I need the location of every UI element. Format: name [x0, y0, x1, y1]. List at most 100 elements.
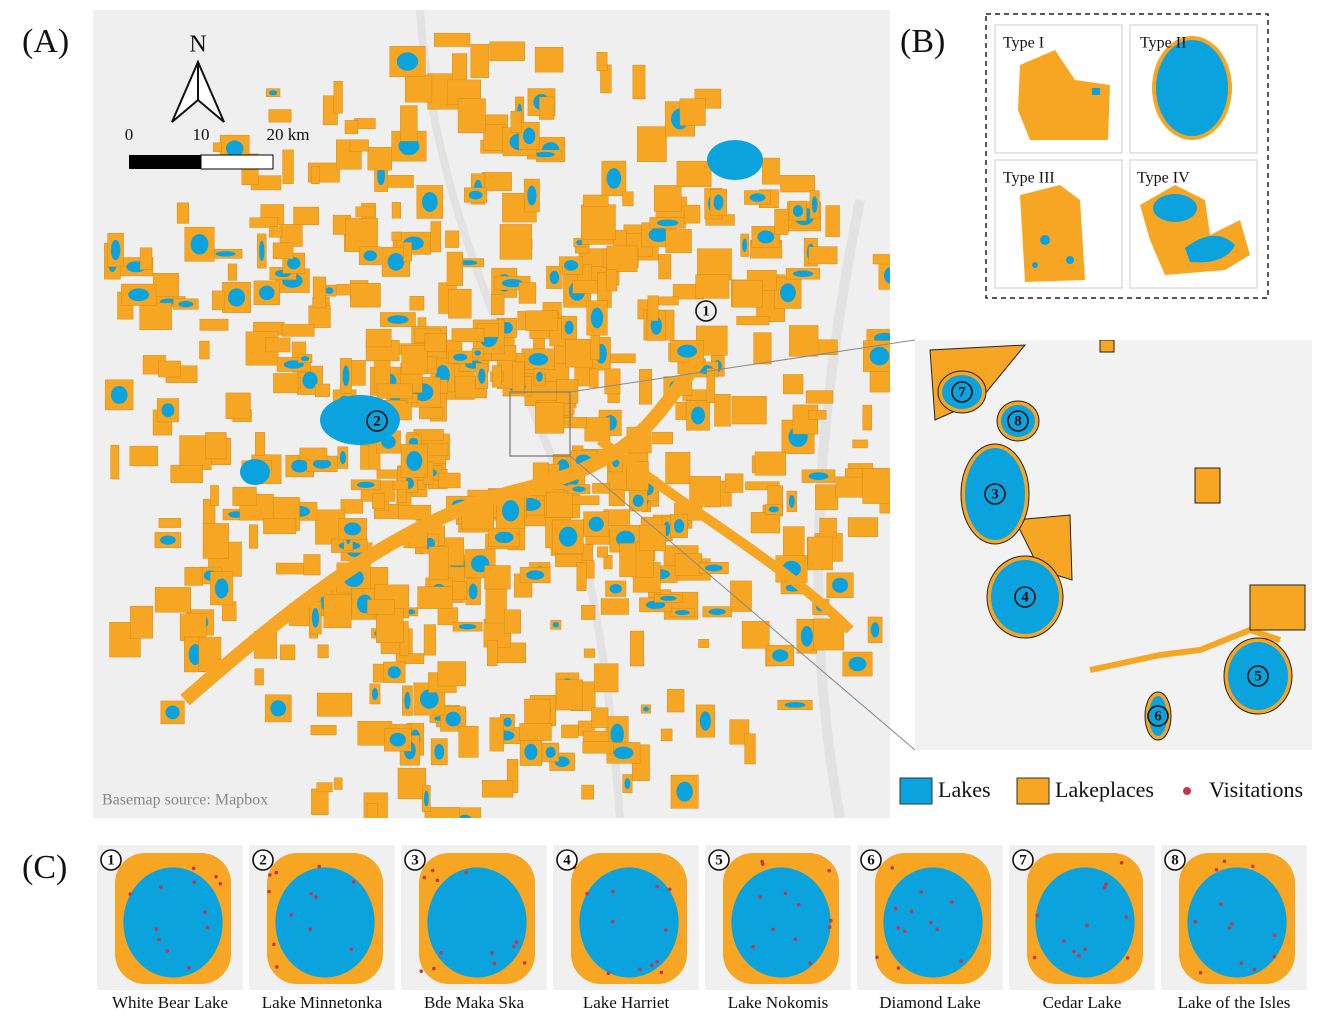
- lakeplace: [597, 546, 608, 558]
- lakeplace: [744, 733, 756, 765]
- visitation: [268, 873, 272, 877]
- lakeplace: [355, 206, 376, 218]
- lake: [356, 481, 375, 488]
- lake: [214, 578, 229, 599]
- visitation: [432, 966, 436, 971]
- river-lakeplace: [180, 355, 706, 706]
- lakeplace: [205, 432, 227, 460]
- lake: [832, 577, 849, 593]
- lake: [259, 240, 265, 262]
- visitation: [893, 906, 898, 911]
- lakeplace: [580, 204, 616, 240]
- lakeplace: [639, 369, 652, 405]
- lakeplace: [835, 476, 866, 498]
- marker-label: 8: [1171, 852, 1179, 868]
- visitation: [1218, 902, 1223, 907]
- lake: [707, 140, 763, 180]
- lake: [545, 746, 556, 758]
- lake: [1187, 867, 1287, 978]
- source-note: Basemap source: Mapbox: [102, 792, 268, 809]
- lakeplace: [492, 365, 502, 388]
- visitation: [793, 937, 798, 942]
- lake-name: Lake Nokomis: [728, 993, 829, 1012]
- lakeplace: [367, 147, 392, 171]
- lakeplace: [310, 725, 337, 736]
- type-label: Type IV: [1137, 170, 1190, 187]
- lake: [269, 90, 278, 96]
- lake: [564, 260, 579, 271]
- lake: [1001, 405, 1035, 437]
- lakeplace: [158, 360, 181, 378]
- lakeplace: [170, 464, 203, 483]
- lakeplace: [808, 246, 838, 265]
- lake: [320, 395, 400, 445]
- lakeplace: [606, 245, 638, 272]
- visitation: [317, 864, 322, 869]
- visitation: [1035, 913, 1040, 918]
- lake: [478, 368, 486, 384]
- lake: [445, 711, 461, 727]
- lakeplace: [419, 407, 443, 419]
- lake: [160, 535, 176, 545]
- lake: [870, 622, 880, 638]
- lake: [300, 355, 310, 362]
- lake: [161, 403, 175, 418]
- panel-label: (C): [22, 849, 67, 886]
- visitation: [205, 925, 210, 930]
- visitation: [1272, 933, 1277, 937]
- marker-circle: [100, 849, 122, 871]
- visitation: [1193, 919, 1198, 924]
- visitation: [1119, 860, 1124, 865]
- lakeplace: [556, 379, 579, 404]
- lakeplace: [499, 224, 533, 260]
- lakeplace: [485, 588, 507, 624]
- lakeplace: [608, 489, 625, 506]
- visitation: [218, 881, 223, 886]
- lakeplace: [345, 217, 378, 252]
- lakeplace: [807, 536, 833, 571]
- lakeplace: [184, 567, 203, 586]
- lakeplace: [689, 476, 721, 508]
- visitation: [159, 885, 163, 889]
- lake: [502, 500, 520, 522]
- lakeplace: [129, 445, 159, 467]
- lake: [883, 867, 983, 978]
- legend-swatch: [899, 777, 933, 805]
- lakeplace: [417, 586, 453, 609]
- lake: [526, 570, 545, 580]
- lake: [965, 448, 1025, 540]
- lakeplace: [139, 302, 172, 330]
- visitation: [289, 913, 293, 917]
- visitation: [827, 925, 832, 929]
- lake: [588, 516, 604, 532]
- marker-circle: [404, 849, 426, 871]
- lakeplace: [583, 648, 596, 658]
- lake: [240, 459, 270, 485]
- visitation: [1072, 949, 1076, 954]
- lake: [610, 723, 624, 746]
- visitation: [191, 866, 196, 871]
- visitation: [875, 955, 879, 960]
- marker-circle: [708, 849, 730, 871]
- lakeplace: [534, 47, 564, 73]
- visitation: [771, 927, 775, 932]
- lake: [434, 743, 445, 760]
- lakeplace: [582, 741, 614, 754]
- marker-circle: [1014, 586, 1036, 608]
- zoom-line: [569, 339, 916, 393]
- lakeplace: [754, 451, 786, 476]
- marker-label: 8: [1014, 413, 1022, 429]
- visitation: [758, 895, 763, 899]
- visitation: [902, 929, 907, 934]
- lake: [613, 746, 634, 760]
- lake: [650, 316, 662, 335]
- lake: [869, 346, 890, 366]
- visitation: [1102, 885, 1107, 890]
- lakeplace: [400, 105, 418, 142]
- visitation: [760, 862, 765, 866]
- lake: [708, 608, 726, 615]
- visitation: [1124, 915, 1129, 919]
- lake-name: Lake Minnetonka: [262, 993, 383, 1012]
- lakeplace: [391, 231, 402, 241]
- lakeplace: [281, 324, 315, 337]
